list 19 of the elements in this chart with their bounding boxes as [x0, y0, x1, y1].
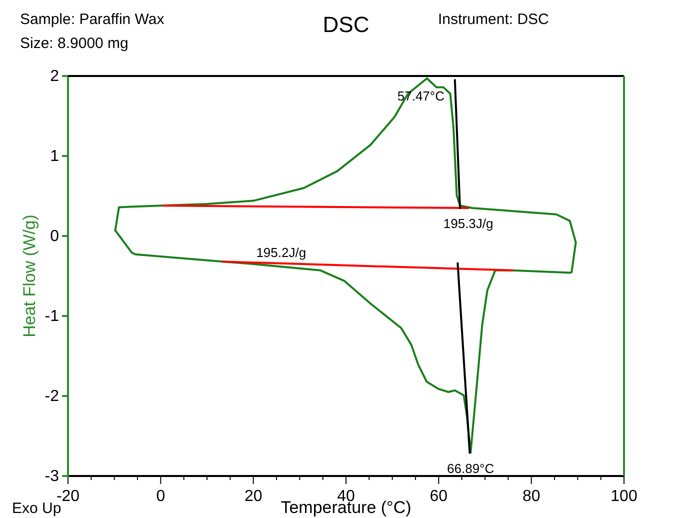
y-axis-title: Heat Flow (W/g)	[20, 214, 39, 338]
annotation: 195.2J/g	[256, 244, 306, 260]
x-tick-label: 60	[430, 488, 448, 505]
x-tick-label: 100	[610, 488, 638, 505]
y-tick-label: -2	[44, 388, 60, 406]
y-tick-label: 2	[50, 68, 60, 86]
x-tick-label: 20	[244, 488, 262, 505]
annotation: 195.3J/g	[443, 216, 494, 231]
x-tick-label: 80	[522, 488, 540, 505]
chart-title: DSC	[322, 12, 370, 37]
text: Sample: Paraffin Wax	[20, 11, 165, 28]
text: Instrument: DSC	[438, 11, 550, 28]
x-tick-label: 0	[156, 488, 166, 505]
y-tick-label: 1	[50, 148, 60, 166]
y-tick-label: 0	[50, 228, 60, 246]
annotation: 66.89°C	[447, 460, 494, 476]
y-tick-label: -1	[44, 308, 60, 326]
text: Size: 8.9000 mg	[20, 35, 128, 52]
y-tick-label: -3	[44, 468, 60, 486]
